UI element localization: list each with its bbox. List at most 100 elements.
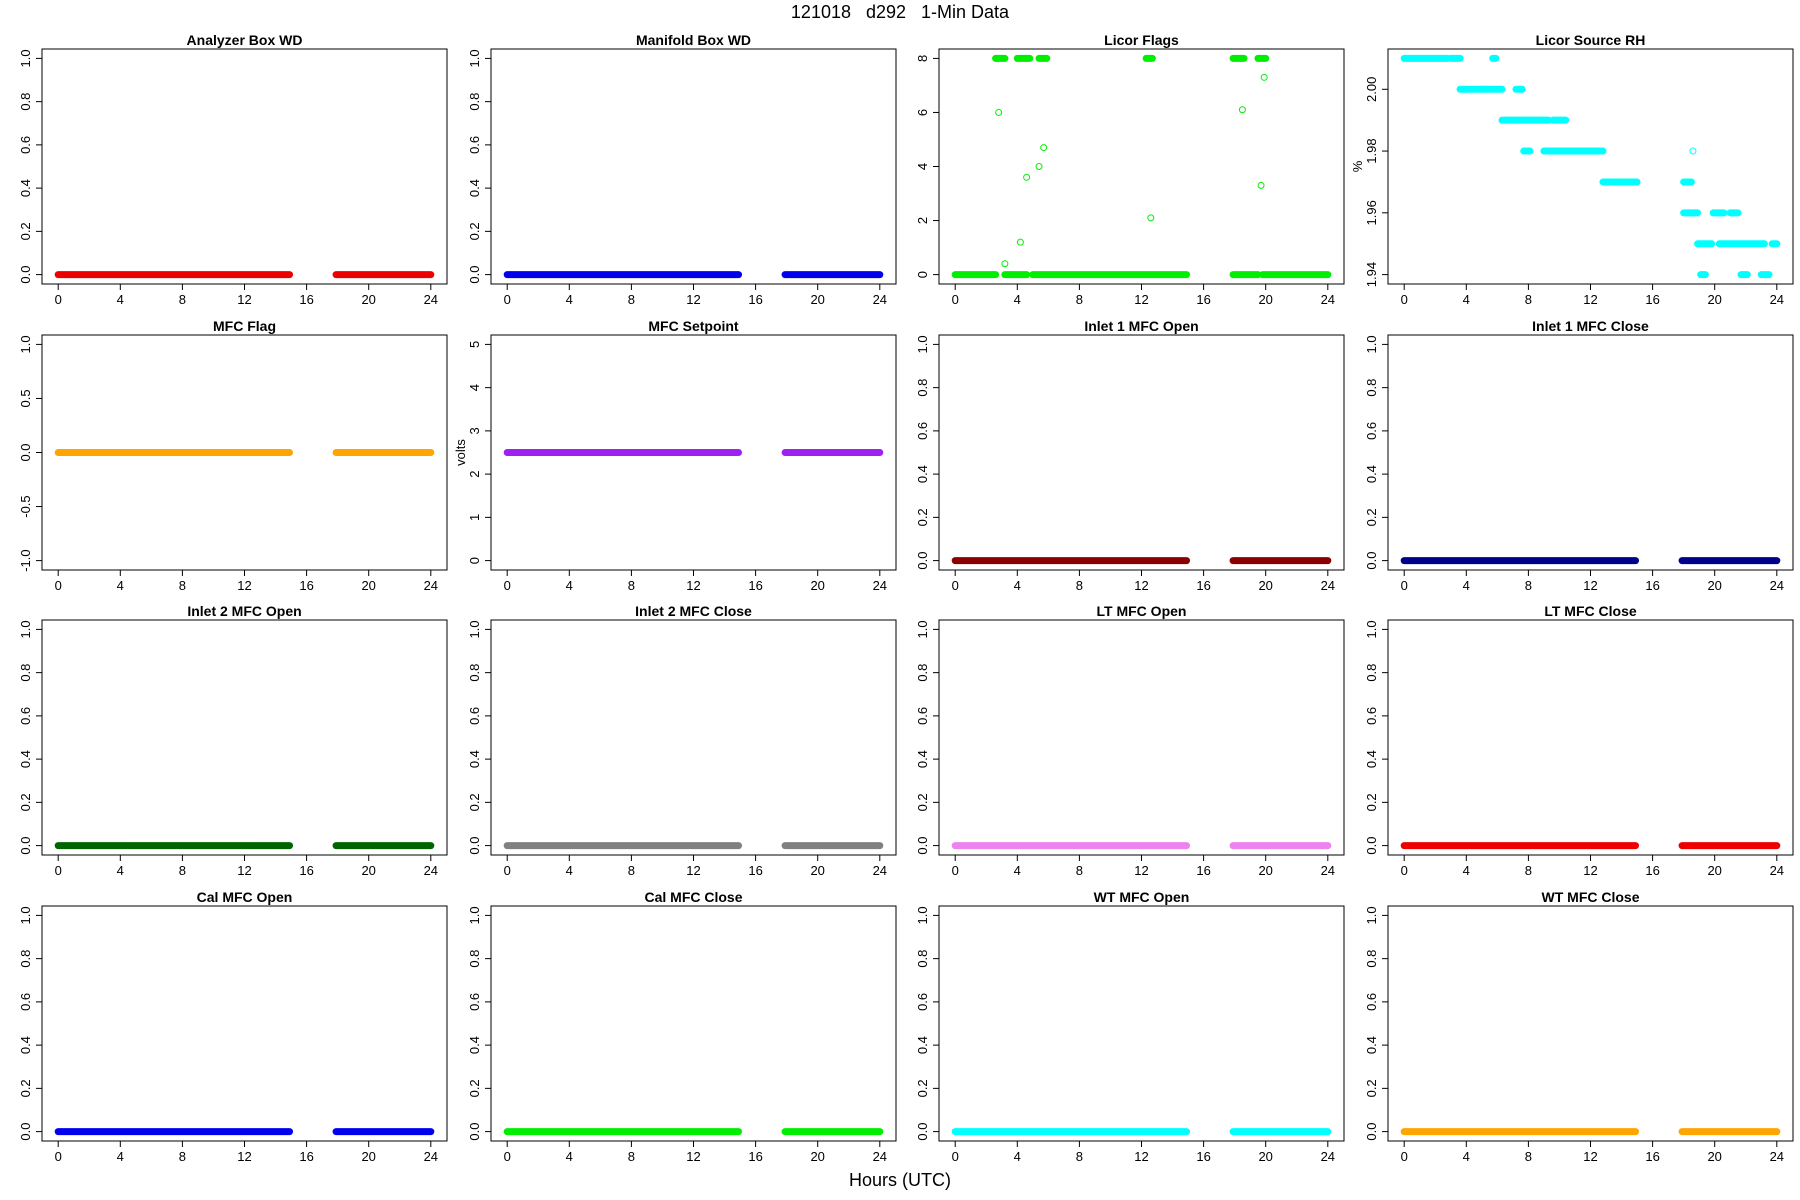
y-tick-label: 0.0 — [18, 837, 33, 855]
x-tick-label: 8 — [1525, 292, 1532, 307]
y-tick-label: 0.5 — [18, 389, 33, 407]
x-tick-label: 20 — [361, 292, 375, 307]
y-tick-label: 1.0 — [18, 620, 33, 638]
panel-title: Inlet 1 MFC Close — [1532, 318, 1649, 334]
x-tick-label: 0 — [55, 578, 62, 593]
x-axis-title: Hours (UTC) — [849, 1170, 951, 1190]
y-tick-label: 1.0 — [915, 620, 930, 638]
panel-title: WT MFC Open — [1094, 889, 1190, 905]
x-tick-label: 16 — [1196, 578, 1210, 593]
y-tick-label: 2 — [467, 471, 482, 478]
plot-frame — [490, 905, 897, 1142]
y-tick-label: 0.4 — [915, 750, 930, 768]
x-tick-label: 0 — [952, 1149, 959, 1164]
plot-frame — [490, 619, 897, 856]
y-tick-label: 0.4 — [915, 1036, 930, 1054]
plot-frame — [938, 619, 1345, 856]
x-tick-label: 0 — [55, 1149, 62, 1164]
x-tick-label: 12 — [686, 578, 700, 593]
y-tick-label: 0.4 — [467, 1036, 482, 1054]
y-tick-label: 0.2 — [18, 222, 33, 240]
data-point — [1035, 163, 1043, 170]
y-tick-label: 0.6 — [18, 993, 33, 1011]
y-tick-label: 0.0 — [467, 266, 482, 284]
y-tick-label: 0.6 — [915, 993, 930, 1011]
x-tick-label: 24 — [1321, 863, 1335, 878]
plot-frame — [1387, 48, 1794, 285]
x-tick-label: 24 — [1770, 578, 1784, 593]
y-tick-label: 0.0 — [18, 443, 33, 461]
x-tick-label: 24 — [424, 578, 438, 593]
x-tick-label: 12 — [237, 578, 251, 593]
x-tick-label: 12 — [686, 1149, 700, 1164]
x-tick-label: 8 — [179, 1149, 186, 1164]
x-tick-label: 4 — [1463, 863, 1470, 878]
y-tick-label: 0 — [915, 271, 930, 278]
x-tick-label: 12 — [237, 1149, 251, 1164]
x-tick-label: 4 — [566, 578, 573, 593]
x-tick-label: 8 — [179, 578, 186, 593]
y-tick-label: 1.94 — [1364, 262, 1379, 287]
x-tick-label: 12 — [686, 292, 700, 307]
x-tick-label: 24 — [873, 1149, 887, 1164]
y-tick-label: 1.0 — [915, 906, 930, 924]
panel-title: Analyzer Box WD — [187, 32, 303, 48]
x-tick-label: 16 — [1645, 1149, 1659, 1164]
y-tick-label: 1.0 — [18, 335, 33, 353]
panel-title: MFC Flag — [213, 318, 276, 334]
y-tick-label: 1 — [467, 514, 482, 521]
panel-13: Cal MFC Close 0 4 8 12 16 20 24 0.0 0.2 0.4 0.6 0.8 1… — [467, 889, 897, 1164]
x-tick-label: 8 — [1525, 863, 1532, 878]
y-tick-label: 0.8 — [915, 379, 930, 397]
y-tick-label: 0.2 — [915, 1079, 930, 1097]
y-tick-label: 0.2 — [1364, 1079, 1379, 1097]
panel-3: Licor Source RH 0 4 8 12 16 20 24 1.94 1.96 1.98 2.… — [1350, 32, 1794, 307]
x-tick-label: 24 — [873, 578, 887, 593]
y-tick-label: 0.2 — [18, 793, 33, 811]
x-tick-label: 20 — [1707, 863, 1721, 878]
plot-frame — [938, 48, 1345, 285]
x-tick-label: 12 — [1583, 863, 1597, 878]
x-tick-label: 16 — [748, 292, 762, 307]
y-tick-label: 0.2 — [1364, 793, 1379, 811]
x-tick-label: 12 — [1134, 578, 1148, 593]
y-tick-label: 0.0 — [18, 1123, 33, 1141]
x-tick-label: 12 — [237, 863, 251, 878]
plot-frame — [938, 334, 1345, 571]
data-point — [1147, 214, 1155, 222]
x-tick-label: 4 — [1463, 1149, 1470, 1164]
x-tick-label: 16 — [1196, 863, 1210, 878]
y-tick-label: 0.4 — [1364, 1036, 1379, 1054]
y-tick-label: 0.8 — [1364, 379, 1379, 397]
x-tick-label: 12 — [1583, 578, 1597, 593]
panel-title: Cal MFC Close — [644, 889, 742, 905]
x-tick-label: 24 — [1321, 578, 1335, 593]
x-tick-label: 12 — [686, 863, 700, 878]
panel-title: Licor Flags — [1104, 32, 1179, 48]
data-point — [1260, 73, 1268, 81]
x-tick-label: 20 — [361, 578, 375, 593]
y-tick-label: 0.4 — [1364, 750, 1379, 768]
y-tick-label: 0.6 — [18, 136, 33, 154]
data-point — [1023, 173, 1031, 181]
panel-1: Manifold Box WD 0 4 8 12 16 20 24 0.0 0.2 0.4 0.6 0.… — [467, 32, 897, 307]
x-tick-label: 0 — [952, 863, 959, 878]
y-tick-label: 0.8 — [915, 664, 930, 682]
y-tick-label: 0.8 — [18, 93, 33, 111]
x-tick-label: 20 — [1707, 1149, 1721, 1164]
x-tick-label: 20 — [810, 863, 824, 878]
y-tick-label: 4 — [467, 384, 482, 391]
x-tick-label: 20 — [810, 1149, 824, 1164]
x-tick-label: 20 — [361, 863, 375, 878]
y-tick-label: 0.8 — [18, 950, 33, 968]
x-tick-label: 4 — [117, 1149, 124, 1164]
x-tick-label: 24 — [424, 863, 438, 878]
x-tick-label: 12 — [1583, 292, 1597, 307]
panel-12: Cal MFC Open 0 4 8 12 16 20 24 0.0 0.2 0.4 0.6 0.8 1.… — [18, 889, 448, 1164]
y-tick-label: 0.2 — [467, 793, 482, 811]
x-tick-label: 8 — [628, 292, 635, 307]
x-tick-label: 20 — [1258, 863, 1272, 878]
y-tick-label: -1.0 — [18, 549, 33, 571]
